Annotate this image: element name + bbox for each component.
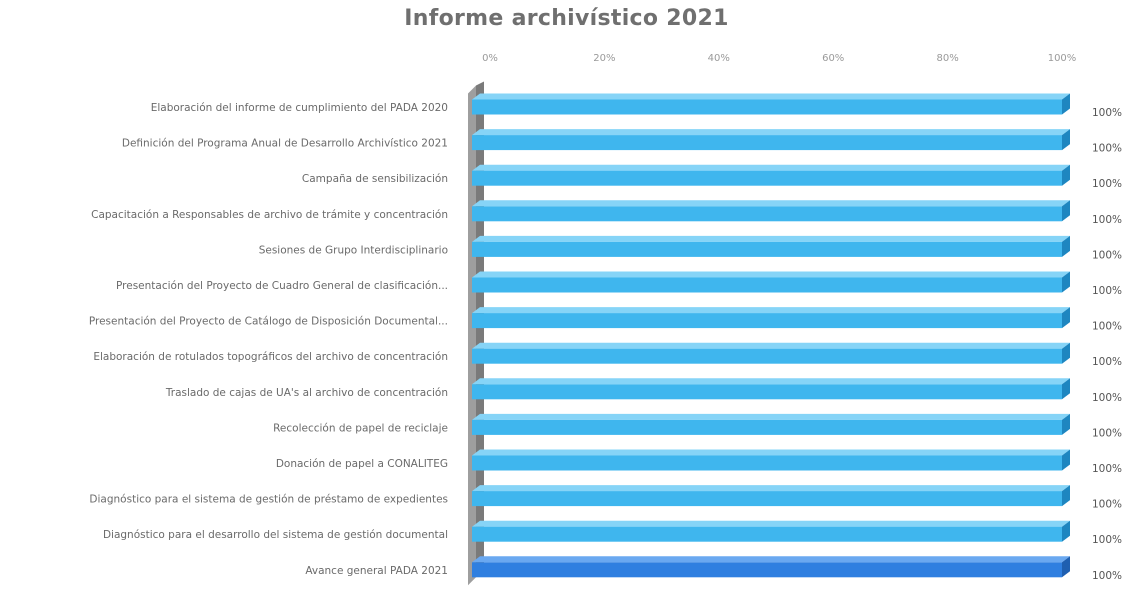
bar-front-face <box>472 384 1062 400</box>
bar-top-face <box>472 556 1070 563</box>
data-labels: 100% 100% 100% 100% 100% 100% 100% 100% 100% 100%… <box>1092 107 1122 582</box>
x-tick-label: 60% <box>822 53 844 64</box>
data-label: 100% <box>1092 214 1122 226</box>
data-label: 100% <box>1092 249 1122 261</box>
bar-front-face <box>472 170 1062 186</box>
bar-top-face <box>472 378 1070 385</box>
data-label: 100% <box>1092 143 1122 155</box>
bar-end-face <box>1062 271 1070 293</box>
bar-front-face <box>472 419 1062 435</box>
bar-front-face <box>472 206 1062 222</box>
bar-top-face <box>472 93 1070 100</box>
category-label: Sesiones de Grupo Interdisciplinario <box>259 244 448 256</box>
bar-top-face <box>472 485 1070 492</box>
bar-end-face <box>1062 93 1070 115</box>
bar-top-face <box>472 129 1070 136</box>
x-tick-label: 80% <box>936 53 958 64</box>
bar-end-face <box>1062 556 1070 578</box>
chart-title: Informe archivístico 2021 <box>404 6 729 31</box>
bar-front-face <box>472 526 1062 542</box>
category-label: Diagnóstico para el sistema de gestión d… <box>89 494 448 506</box>
bar <box>472 235 1070 257</box>
category-label: Presentación del Proyecto de Cuadro Gene… <box>116 280 448 292</box>
bar-top-face <box>472 200 1070 207</box>
data-label: 100% <box>1092 570 1122 582</box>
bar-end-face <box>1062 235 1070 257</box>
bar-top-face <box>472 520 1070 527</box>
bar-end-face <box>1062 378 1070 400</box>
bar-front-face <box>472 313 1062 329</box>
bar <box>472 200 1070 222</box>
bar-front-face <box>472 99 1062 115</box>
bar <box>472 307 1070 329</box>
bar <box>472 271 1070 293</box>
bar-front-face <box>472 277 1062 293</box>
bar-end-face <box>1062 307 1070 329</box>
x-tick-label: 20% <box>593 53 615 64</box>
category-label: Presentación del Proyecto de Catálogo de… <box>89 316 448 328</box>
axis-wall-side <box>468 85 476 586</box>
bar-end-face <box>1062 485 1070 507</box>
bar-front-face <box>472 562 1062 578</box>
bar-top-face <box>472 235 1070 242</box>
data-label: 100% <box>1092 392 1122 404</box>
bars <box>472 93 1070 578</box>
bar <box>472 342 1070 364</box>
data-label: 100% <box>1092 285 1122 297</box>
x-tick-label: 0% <box>482 53 498 64</box>
bar-front-face <box>472 241 1062 257</box>
category-label: Diagnóstico para el desarrollo del siste… <box>103 529 448 541</box>
bar <box>472 413 1070 435</box>
bar <box>472 129 1070 151</box>
category-label: Elaboración del informe de cumplimiento … <box>151 102 448 114</box>
bar <box>472 93 1070 115</box>
data-label: 100% <box>1092 463 1122 475</box>
bar <box>472 164 1070 186</box>
bar-top-face <box>472 449 1070 456</box>
category-label: Definición del Programa Anual de Desarro… <box>122 138 448 150</box>
data-label: 100% <box>1092 534 1122 546</box>
x-tick-label: 40% <box>708 53 730 64</box>
data-label: 100% <box>1092 427 1122 439</box>
category-label: Campaña de sensibilización <box>302 173 448 185</box>
bar-top-face <box>472 164 1070 171</box>
bar-top-face <box>472 271 1070 278</box>
bar-end-face <box>1062 520 1070 542</box>
bar-end-face <box>1062 449 1070 471</box>
bar-top-face <box>472 307 1070 314</box>
category-label: Traslado de cajas de UA's al archivo de … <box>165 387 448 399</box>
category-labels: Elaboración del informe de cumplimiento … <box>89 102 448 577</box>
bar-end-face <box>1062 164 1070 186</box>
x-axis-ticks: 0% 20% 40% 60% 80% 100% <box>482 53 1076 64</box>
bar <box>472 378 1070 400</box>
data-label: 100% <box>1092 107 1122 119</box>
bar-end-face <box>1062 200 1070 222</box>
bar <box>472 520 1070 542</box>
bar-end-face <box>1062 413 1070 435</box>
bar-top-face <box>472 413 1070 420</box>
bar <box>472 485 1070 507</box>
category-axis-wall <box>468 81 484 586</box>
bar <box>472 556 1070 578</box>
data-label: 100% <box>1092 499 1122 511</box>
bar-top-face <box>472 342 1070 349</box>
category-label: Elaboración de rotulados topográficos de… <box>93 351 448 363</box>
category-label: Recolección de papel de reciclaje <box>273 422 448 434</box>
bar-front-face <box>472 135 1062 151</box>
bar-end-face <box>1062 342 1070 364</box>
data-label: 100% <box>1092 178 1122 190</box>
bar-end-face <box>1062 129 1070 151</box>
category-label: Avance general PADA 2021 <box>305 565 448 577</box>
bar-front-face <box>472 491 1062 507</box>
category-label: Capacitación a Responsables de archivo d… <box>91 209 448 221</box>
bar-front-face <box>472 455 1062 471</box>
bar-front-face <box>472 348 1062 364</box>
x-tick-label: 100% <box>1048 53 1077 64</box>
category-label: Donación de papel a CONALITEG <box>276 458 448 470</box>
data-label: 100% <box>1092 356 1122 368</box>
data-label: 100% <box>1092 321 1122 333</box>
bar <box>472 449 1070 471</box>
